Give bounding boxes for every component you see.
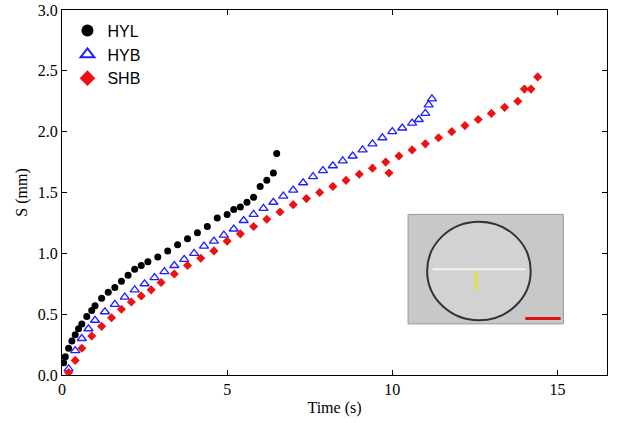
svg-text:0.5: 0.5 [38, 306, 58, 323]
svg-text:S (mm): S (mm) [13, 168, 31, 216]
svg-text:15: 15 [549, 381, 565, 398]
svg-text:2.5: 2.5 [38, 62, 58, 79]
svg-text:HYB: HYB [107, 47, 140, 64]
svg-text:10: 10 [384, 381, 400, 398]
svg-text:3.0: 3.0 [38, 2, 58, 19]
svg-text:1.0: 1.0 [38, 245, 58, 262]
svg-text:SHB: SHB [107, 70, 140, 87]
svg-text:0: 0 [58, 381, 66, 398]
svg-text:HYL: HYL [107, 23, 138, 40]
svg-text:5: 5 [223, 381, 231, 398]
svg-text:0.0: 0.0 [38, 367, 58, 384]
svg-text:Time (s): Time (s) [307, 399, 361, 417]
svg-text:1.5: 1.5 [38, 184, 58, 201]
svg-text:2.0: 2.0 [38, 123, 58, 140]
